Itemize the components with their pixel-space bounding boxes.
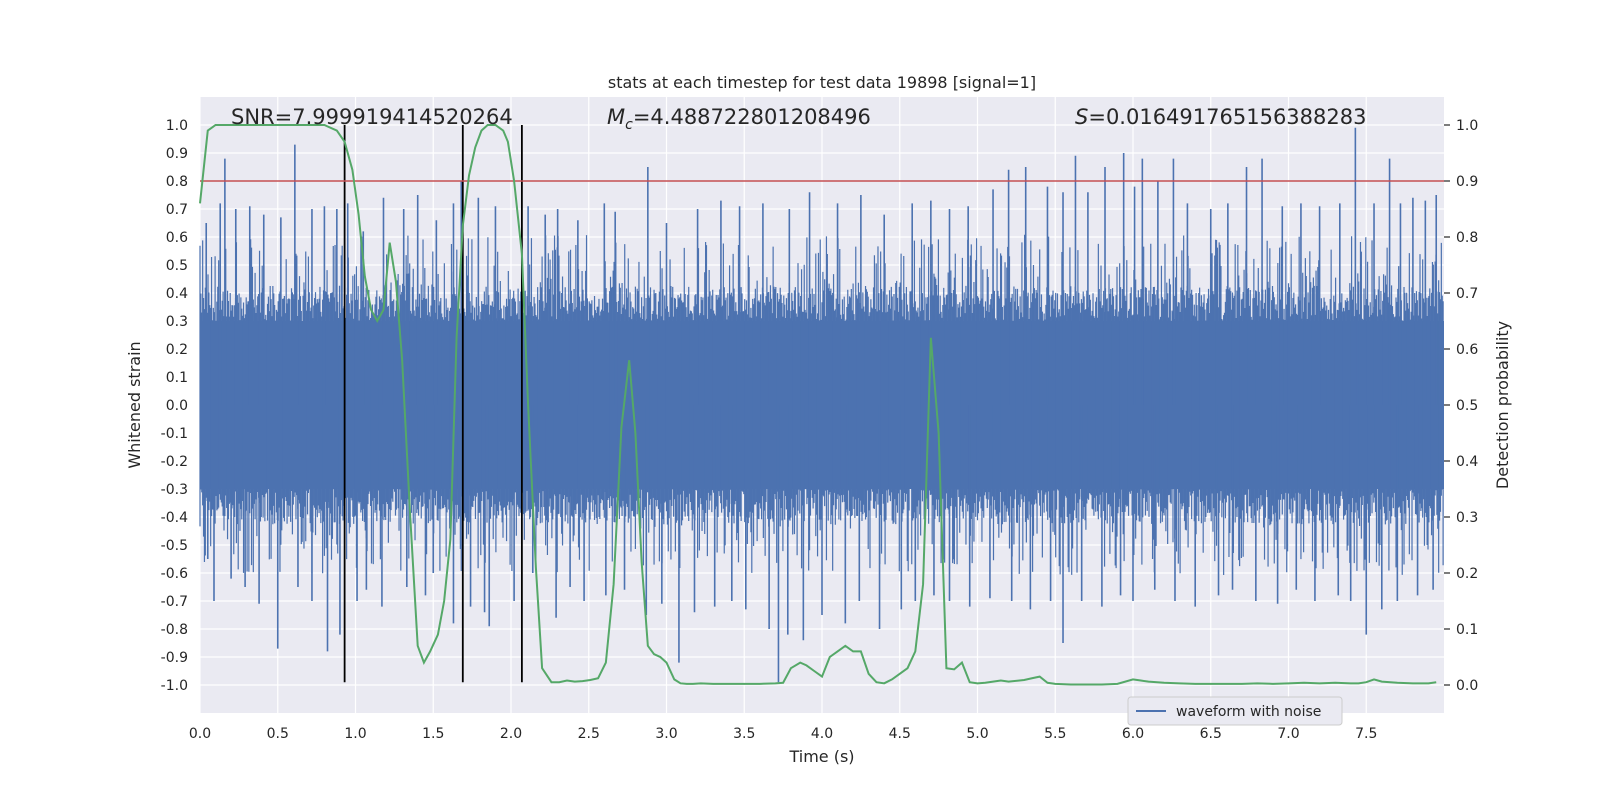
y-right-tick-label: 0.7 bbox=[1456, 286, 1478, 302]
y-left-tick-label: -0.6 bbox=[161, 566, 188, 582]
y-axis-right-ticks: 1.0 0.9 0.8 0.7 0.6 0.5 0.4 0.3 0.2 0.1 0.0 bbox=[1444, 118, 1478, 694]
y-left-tick-label: -0.2 bbox=[161, 454, 188, 470]
x-tick-label: 5.0 bbox=[966, 726, 988, 742]
x-tick-label: 6.0 bbox=[1122, 726, 1144, 742]
y-left-tick-label: -0.5 bbox=[161, 538, 188, 554]
legend-box bbox=[1127, 696, 1343, 726]
x-tick-label: 3.5 bbox=[733, 726, 755, 742]
x-tick-label: 1.5 bbox=[422, 726, 444, 742]
y-right-tick-label: 0.4 bbox=[1456, 454, 1478, 470]
y-left-tick-label: 0.7 bbox=[166, 202, 188, 218]
y-right-tick-label: 0.6 bbox=[1456, 342, 1478, 358]
x-tick-label: 2.0 bbox=[500, 726, 522, 742]
y-right-tick-label: 0.3 bbox=[1456, 510, 1478, 526]
x-axis-ticks: 0.0 0.5 1.0 1.5 2.0 2.5 3.0 3.5 4.0 4.5 5.0 5.5 6.0 6… bbox=[189, 726, 1378, 742]
chirp-mass-annotation: Mc=4.488722801208496 bbox=[607, 105, 871, 133]
y-left-tick-label: 0.8 bbox=[166, 174, 188, 190]
x-tick-label: 0.5 bbox=[267, 726, 289, 742]
s-value: =0.016491765156388283 bbox=[1088, 105, 1366, 129]
y-right-tick-label: 0.5 bbox=[1456, 398, 1478, 414]
y-left-tick-label: -0.1 bbox=[161, 426, 188, 442]
y-left-tick-label: -0.7 bbox=[161, 594, 188, 610]
s-symbol: S bbox=[1075, 105, 1088, 129]
y-right-tick-label: 0.8 bbox=[1456, 230, 1478, 246]
y-left-tick-label: 0.2 bbox=[166, 342, 188, 358]
y-left-tick-label: 0.0 bbox=[166, 398, 188, 414]
snr-annotation: SNR=7.999919414520264 bbox=[231, 105, 513, 129]
y-right-tick-label: 1.0 bbox=[1456, 118, 1478, 134]
y-right-tick-label: 0.9 bbox=[1456, 174, 1478, 190]
x-tick-label: 4.5 bbox=[889, 726, 911, 742]
s-annotation: S=0.016491765156388283 bbox=[1075, 105, 1366, 129]
y-axis-left-label: Whitened strain bbox=[125, 341, 144, 468]
x-tick-label: 7.5 bbox=[1355, 726, 1377, 742]
y-left-tick-label: 0.6 bbox=[166, 230, 188, 246]
detection-probability-series bbox=[199, 124, 1437, 686]
y-left-tick-label: -0.4 bbox=[161, 510, 188, 526]
x-tick-label: 4.0 bbox=[811, 726, 833, 742]
y-left-tick-label: 1.0 bbox=[166, 118, 188, 134]
x-axis-label: Time (s) bbox=[788, 747, 854, 766]
y-axis-left-ticks: 1.0 0.9 0.8 0.7 0.6 0.5 0.4 0.3 0.2 0.1 0.0 -0.1 -0.… bbox=[161, 118, 188, 694]
y-left-tick-label: 0.9 bbox=[166, 146, 188, 162]
x-tick-label: 1.0 bbox=[344, 726, 366, 742]
y-left-tick-label: 0.5 bbox=[166, 258, 188, 274]
legend-label-waveform: waveform with noise bbox=[1176, 704, 1321, 720]
y-right-tick-label: 0.2 bbox=[1456, 566, 1478, 582]
x-tick-label: 6.5 bbox=[1200, 726, 1222, 742]
x-tick-label: 5.5 bbox=[1044, 726, 1066, 742]
x-tick-label: 0.0 bbox=[189, 726, 211, 742]
x-tick-label: 7.0 bbox=[1277, 726, 1299, 742]
y-left-tick-label: -0.8 bbox=[161, 622, 188, 638]
y-right-tick-label: 0.1 bbox=[1456, 622, 1478, 638]
y-left-tick-label: 0.4 bbox=[166, 286, 188, 302]
y-left-tick-label: -0.9 bbox=[161, 650, 188, 666]
y-right-tick-label: 0.0 bbox=[1456, 678, 1478, 694]
y-left-tick-label: 0.1 bbox=[166, 370, 188, 386]
x-tick-label: 3.0 bbox=[655, 726, 677, 742]
chirp-mass-value: =4.488722801208496 bbox=[633, 105, 871, 129]
y-left-tick-label: -1.0 bbox=[161, 678, 188, 694]
x-tick-label: 2.5 bbox=[578, 726, 600, 742]
chirp-mass-symbol: M bbox=[607, 105, 625, 129]
chirp-mass-subscript: c bbox=[625, 117, 633, 133]
y-axis-right-label: Detection probability bbox=[1493, 321, 1512, 489]
chart-title: stats at each timestep for test data 198… bbox=[608, 73, 1036, 92]
legend: waveform with noise bbox=[1127, 696, 1343, 726]
y-left-tick-label: -0.3 bbox=[161, 482, 188, 498]
y-left-tick-label: 0.3 bbox=[166, 314, 188, 330]
